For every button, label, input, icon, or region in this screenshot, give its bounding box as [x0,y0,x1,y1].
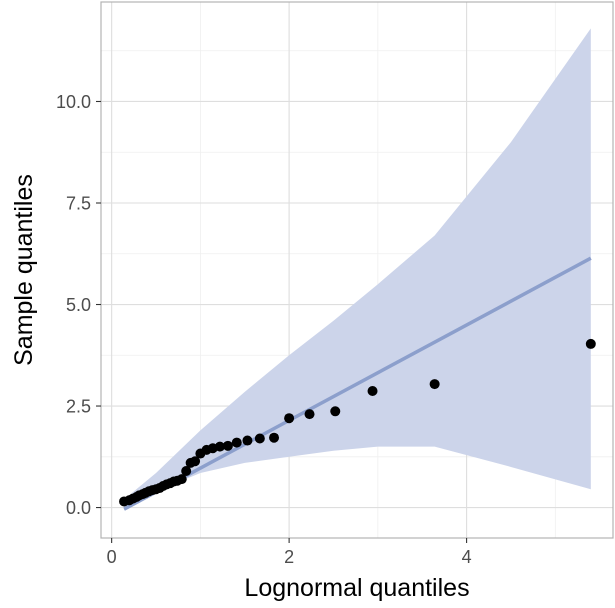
reference-line-layer [123,256,592,511]
data-point [254,433,265,444]
x-axis-title: Lognormal quantiles [244,574,469,602]
data-point [330,406,341,417]
data-point [176,474,187,485]
data-point [304,409,315,420]
data-point [214,441,225,452]
confidence-band [124,28,591,510]
panel-border [100,1,614,539]
y-tick-label: 10.0 [56,92,91,112]
reference-line [123,256,592,511]
y-axis-title: Sample quantiles [10,174,38,366]
y-tick-label: 0.0 [66,498,91,518]
y-tick-label: 5.0 [66,295,91,315]
data-point [367,386,378,397]
data-point [284,413,295,424]
data-points-layer [119,338,596,507]
x-tick-label: 0 [107,547,117,567]
data-point [269,432,280,443]
x-tick-label: 4 [462,547,472,567]
x-tick-label: 2 [284,547,294,567]
confidence-band-layer [124,28,591,510]
data-point [585,338,596,349]
data-point [231,437,242,448]
data-point [429,379,440,390]
data-point [181,466,192,476]
y-tick-label: 7.5 [66,194,91,214]
y-tick-label: 2.5 [66,397,91,417]
data-point [190,456,201,467]
data-point [242,435,253,446]
x-axis-ticks: 0 2 4 [107,538,472,567]
data-point [222,440,233,451]
y-axis-ticks: 0.0 2.5 5.0 7.5 10.0 [56,92,101,518]
